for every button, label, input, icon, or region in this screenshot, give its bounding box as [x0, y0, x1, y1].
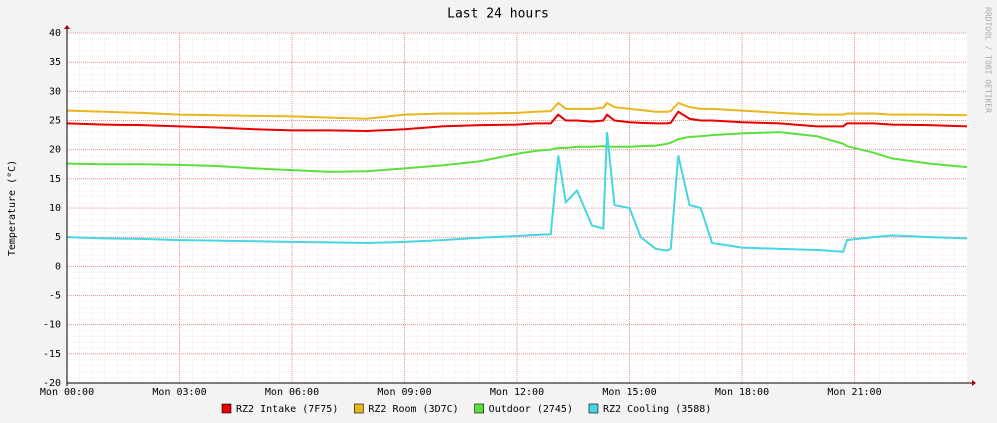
x-tick-label: Mon 00:00 [40, 387, 94, 398]
y-tick-label: 20 [49, 145, 61, 156]
y-tick-label: -5 [49, 291, 61, 302]
chart-title: Last 24 hours [447, 7, 549, 22]
axes [64, 25, 976, 386]
x-tick-label: Mon 09:00 [377, 387, 431, 398]
y-tick-label: 30 [49, 86, 61, 97]
series-line [66, 101, 968, 120]
lines [66, 101, 968, 253]
legend-swatch [354, 403, 364, 414]
x-tick-label: Mon 21:00 [827, 387, 881, 398]
y-tick-label: 25 [49, 116, 61, 127]
legend-label: RZ2 Room (3D7C) [368, 404, 458, 415]
grid: -20 -15 -10 -5 0 5 10 15 20 25 30 35 40 Mon 00:00 Mon … [40, 28, 967, 398]
y-tick-label: 35 [49, 57, 61, 68]
x-tick-label: Mon 03:00 [152, 387, 206, 398]
y-axis-label: Temperature (°C) [7, 160, 18, 256]
x-tick-label: Mon 12:00 [490, 387, 544, 398]
legend-label: Outdoor (2745) [489, 404, 573, 415]
legend: RZ2 Intake (7F75) RZ2 Room (3D7C) Outdoor … [221, 403, 711, 415]
x-tick-label: Mon 18:00 [715, 387, 769, 398]
y-tick-label: -10 [43, 320, 61, 331]
legend-swatch [474, 403, 484, 414]
x-tick-label: Mon 15:00 [602, 387, 656, 398]
series-line [66, 132, 968, 253]
y-tick-label: 10 [49, 203, 61, 214]
side-note: RRDTOOL / TOBI OETIKER [984, 7, 993, 113]
legend-label: RZ2 Intake (7F75) [236, 404, 338, 415]
legend-swatch [221, 403, 232, 414]
y-tick-label: 40 [49, 28, 61, 39]
y-tick-label: 15 [49, 174, 61, 185]
x-tick-label: Mon 06:00 [265, 387, 319, 398]
y-tick-label: 0 [55, 261, 61, 272]
series-line [66, 131, 968, 173]
series-line [66, 110, 968, 133]
y-arrow [64, 25, 70, 29]
y-tick-label: -20 [43, 378, 61, 389]
x-arrow [972, 380, 976, 386]
legend-swatch [588, 403, 599, 414]
legend-label: RZ2 Cooling (3588) [603, 404, 711, 415]
y-tick-label: 5 [55, 232, 61, 243]
y-tick-label: -15 [43, 349, 61, 360]
